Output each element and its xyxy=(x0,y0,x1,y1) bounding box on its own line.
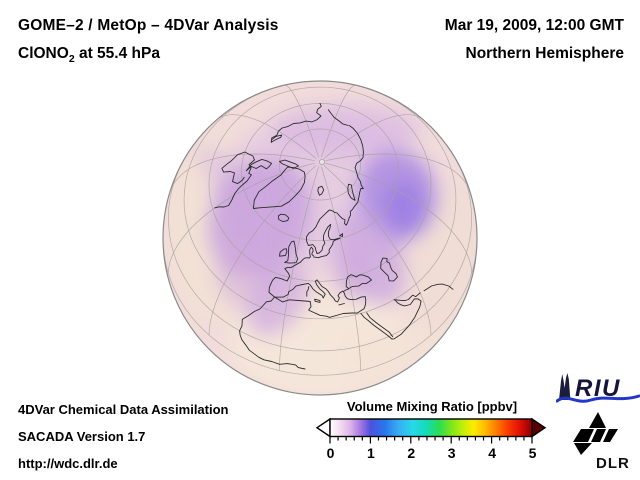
colorbar xyxy=(315,417,547,444)
mixing-ratio-shading xyxy=(163,81,477,395)
colorbar-tick-label-5: 5 xyxy=(528,445,537,461)
assimilation-label: 4DVar Chemical Data Assimilation xyxy=(18,402,229,417)
colorbar-tick-label-4: 4 xyxy=(488,445,496,461)
riu-wave-icon xyxy=(556,394,640,403)
cathedral-icon xyxy=(559,373,571,400)
colorbar-right-arrow xyxy=(531,417,547,438)
riu-logo: RIU xyxy=(556,373,640,403)
url-label: http://wdc.dlr.de xyxy=(18,456,118,471)
graticule-grid xyxy=(163,81,477,376)
datetime-label: Mar 19, 2009, 12:00 GMT xyxy=(444,17,624,34)
colorbar-ticks xyxy=(329,437,533,444)
colorbar-tick-labels: 0 1 2 3 4 5 xyxy=(314,445,548,461)
version-label: SACADA Version 1.7 xyxy=(18,429,146,444)
globe-outline xyxy=(162,80,478,396)
dlr-wordmark: DLR xyxy=(596,455,630,472)
attribution-block: 4DVar Chemical Data Assimilation SACADA … xyxy=(18,396,229,477)
colorbar-tick-label-0: 0 xyxy=(326,445,335,461)
colorbar-title: Volume Mixing Ratio [ppbv] xyxy=(346,399,518,414)
region-label: Northern Hemisphere xyxy=(465,45,624,62)
page-subtitle: ClONO2 at 55.4 hPa xyxy=(18,45,160,66)
colorbar-tick-label-1: 1 xyxy=(366,445,375,461)
page-title: GOME–2 / MetOp – 4DVar Analysis xyxy=(18,17,279,34)
colorbar-left-arrow xyxy=(315,417,331,438)
colorbar-tick-label-3: 3 xyxy=(447,445,456,461)
pole-marker xyxy=(318,159,325,166)
colorbar-tick-label-2: 2 xyxy=(407,445,416,461)
coastlines xyxy=(214,102,454,370)
header-left: GOME–2 / MetOp – 4DVar Analysis ClONO2 a… xyxy=(18,12,279,73)
dlr-logo: DLR xyxy=(573,412,630,472)
colorbar-gradient-bar xyxy=(329,418,533,438)
header-right: Mar 19, 2009, 12:00 GMT Northern Hemisph… xyxy=(445,12,624,68)
globe-map xyxy=(162,80,478,396)
dlr-emblem-icon xyxy=(573,412,618,455)
